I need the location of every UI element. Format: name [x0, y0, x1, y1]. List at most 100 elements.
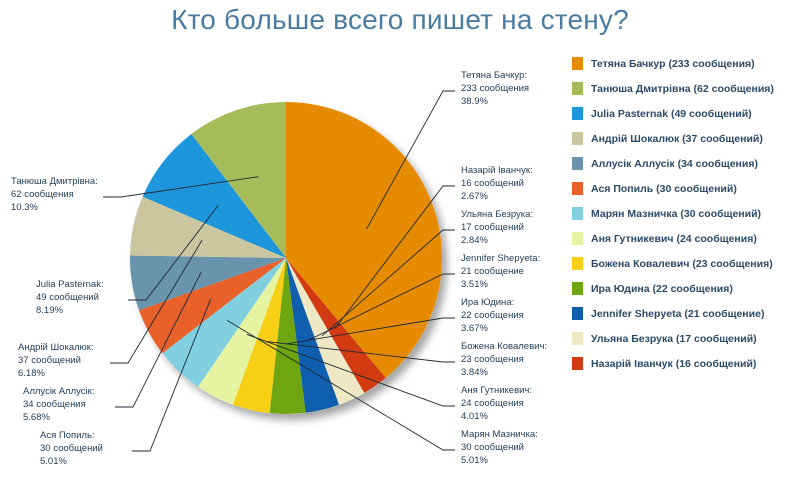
legend-swatch	[572, 82, 583, 95]
leader-line	[226, 320, 455, 451]
slice-label-line: Julia Pasternak:	[36, 279, 104, 290]
legend-label: Ира Юдина (22 сообщения)	[591, 282, 733, 295]
slice-label: Танюша Дмитрівна: 62 сообщения 10.3%	[11, 176, 98, 213]
legend-entry: Аллусік Аллусік (34 сообщения)	[572, 151, 798, 176]
legend-label: Божена Ковалевич (23 сообщения)	[591, 257, 773, 270]
slice-labels: Тетяна Бачкур: 233 сообщения 38.9% Назарій …	[11, 70, 547, 467]
legend-swatch	[572, 357, 583, 370]
pie-slice	[286, 258, 386, 393]
slice-label-line: 24 сообщения	[461, 398, 524, 409]
legend: Тетяна Бачкур (233 сообщения) Танюша Дмит…	[572, 51, 798, 376]
pie-slice	[139, 258, 286, 354]
slice-label-line: Тетяна Бачкур:	[461, 70, 527, 81]
slice-label: Назарій Іванчук: 16 сообщений 2.67%	[461, 165, 533, 202]
slice-label-line: 10.3%	[11, 202, 38, 213]
slice-label: Ульяна Безрука: 17 сообщений 2.84%	[461, 209, 533, 246]
legend-swatch	[572, 257, 583, 270]
slice-label-line: 2.84%	[461, 235, 488, 246]
slice-label-line: 30 сообщений	[40, 443, 103, 454]
legend-swatch	[572, 207, 583, 220]
pie-slice	[232, 258, 286, 414]
leader-line	[115, 271, 202, 408]
chart-title: Кто больше всего пишет на стену?	[171, 4, 629, 35]
slice-label-line: 3.67%	[461, 323, 488, 334]
legend-entry: Марян Мазничка (30 сообщений)	[572, 201, 798, 226]
legend-entry: Тетяна Бачкур (233 сообщения)	[572, 51, 798, 76]
slice-label-line: Jennifer Shepyeta:	[461, 253, 540, 264]
slice-label: Марян Мазничка: 30 сообщений 5.01%	[461, 429, 538, 466]
leader-line	[286, 317, 455, 345]
legend-entry: Назарій Іванчук (16 сообщений)	[572, 351, 798, 376]
slice-label-line: Андрій Шокалюк:	[18, 342, 94, 353]
slice-label-line: 5.01%	[40, 456, 67, 467]
legend-swatch	[572, 107, 583, 120]
slice-label-line: 8.19%	[36, 305, 63, 316]
legend-swatch	[572, 132, 583, 145]
pie-slice	[286, 102, 443, 378]
slice-label: Аллусік Аллусік: 34 сообщения 5.68%	[23, 386, 94, 423]
slice-label-line: Танюша Дмитрівна:	[11, 176, 98, 187]
legend-label: Андрій Шокалюк (37 сообщений)	[591, 132, 763, 145]
slice-label-line: 22 сообщения	[461, 310, 524, 321]
legend-label: Марян Мазничка (30 сообщений)	[591, 207, 762, 220]
legend-entry: Julia Pasternak (49 сообщений)	[572, 101, 798, 126]
legend-swatch	[572, 332, 583, 345]
legend-swatch	[572, 182, 583, 195]
leader-lines	[103, 90, 455, 452]
legend-label: Аня Гутникевич (24 сообщения)	[591, 232, 757, 245]
legend-entry: Jennifer Shepyeta (21 сообщение)	[572, 301, 798, 326]
slice-label-line: 17 сообщений	[461, 222, 524, 233]
slice-label-line: Ира Юдина:	[461, 297, 514, 308]
legend-swatch	[572, 157, 583, 170]
legend-swatch	[572, 232, 583, 245]
pie-slice	[142, 133, 286, 258]
slice-label-line: 3.51%	[461, 279, 488, 290]
legend-entry: Ира Юдина (22 сообщения)	[572, 276, 798, 301]
legend-entry: Танюша Дмитрівна (62 сообщения)	[572, 76, 798, 101]
pie-slice	[286, 258, 365, 405]
leader-line	[110, 239, 203, 364]
legend-swatch	[572, 282, 583, 295]
leader-line	[334, 185, 455, 329]
slice-label-line: 16 сообщений	[461, 178, 524, 189]
slice-label: Jennifer Shepyeta: 21 сообщение 3.51%	[461, 253, 540, 290]
legend-label: Ася Попиль (30 сообщений)	[591, 182, 737, 195]
leader-line	[246, 333, 455, 407]
pie-slice	[130, 196, 286, 258]
slice-label-line: 23 сообщения	[461, 354, 524, 365]
leader-line	[128, 205, 219, 301]
slice-label-line: 5.01%	[461, 455, 488, 466]
slice-label-line: Ася Попиль:	[40, 430, 95, 441]
slice-label-line: Божена Ковалевич:	[461, 341, 547, 352]
legend-label: Jennifer Shepyeta (21 сообщение)	[591, 307, 765, 320]
slice-label-line: 21 сообщение	[461, 266, 524, 277]
slice-label: Julia Pasternak: 49 сообщений 8.19%	[36, 279, 104, 316]
slice-label-line: 2.67%	[461, 191, 488, 202]
leader-line	[321, 229, 455, 337]
slice-label-line: Аня Гутникевич:	[461, 385, 532, 396]
slice-label: Аня Гутникевич: 24 сообщения 4.01%	[461, 385, 532, 422]
pie-slice	[286, 258, 340, 413]
slice-label: Тетяна Бачкур: 233 сообщения 38.9%	[461, 70, 529, 107]
pie-slice	[162, 258, 286, 387]
slice-label: Ася Попиль: 30 сообщений 5.01%	[40, 430, 103, 467]
slice-label: Божена Ковалевич: 23 сообщения 3.84%	[461, 341, 547, 378]
slice-label-line: Ульяна Безрука:	[461, 209, 533, 220]
legend-label: Ульяна Безрука (17 сообщений)	[591, 332, 757, 345]
slice-label-line: 4.01%	[461, 411, 488, 422]
legend-swatch	[572, 307, 583, 320]
slice-label-line: 62 сообщения	[11, 189, 74, 200]
slice-label-line: 3.84%	[461, 367, 488, 378]
legend-label: Тетяна Бачкур (233 сообщения)	[591, 57, 755, 70]
legend-entry: Ася Попиль (30 сообщений)	[572, 176, 798, 201]
legend-label: Танюша Дмитрівна (62 сообщения)	[591, 82, 774, 95]
legend-entry: Ульяна Безрука (17 сообщений)	[572, 326, 798, 351]
legend-label: Назарій Іванчук (16 сообщений)	[591, 357, 757, 370]
leader-line	[103, 176, 259, 198]
legend-label: Аллусік Аллусік (34 сообщения)	[591, 157, 758, 170]
pie-slice	[198, 258, 286, 405]
slice-label-line: Назарій Іванчук:	[461, 165, 533, 176]
slice-label-line: 37 сообщений	[18, 355, 81, 366]
leader-line	[266, 341, 455, 363]
slice-label-line: Аллусік Аллусік:	[23, 386, 94, 397]
